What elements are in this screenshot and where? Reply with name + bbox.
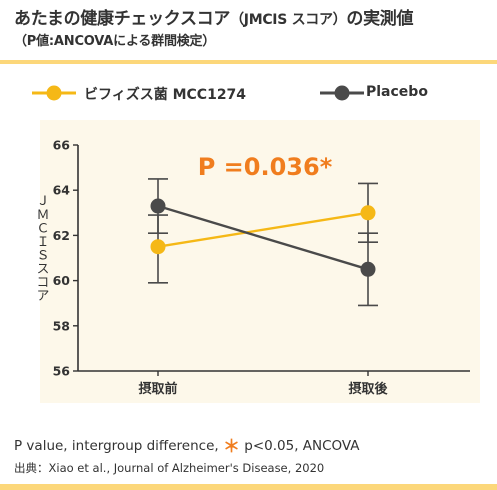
data-point-0-1: [360, 205, 376, 221]
y-tick-label: 58: [53, 318, 70, 333]
series-line-1: [157, 204, 369, 271]
y-tick-label: 64: [53, 183, 71, 198]
y-tick-label: 66: [53, 138, 71, 153]
title-paren: （JMCIS スコア）: [230, 12, 347, 28]
y-tick-label: 62: [53, 228, 70, 243]
footnote: P value, intergroup difference, ＊ p<0.05…: [14, 432, 360, 457]
top-accent-band: [0, 60, 497, 64]
bottom-accent-band: [0, 484, 497, 490]
data-point-1-0: [150, 198, 166, 214]
footnote-prefix: P value, intergroup difference,: [14, 438, 223, 454]
title-tail: の実測値: [346, 9, 414, 29]
source-citation: 出典：Xiao et al., Journal of Alzheimer's D…: [14, 461, 325, 475]
y-axis-label: ＪＭＣＩＳスコア: [34, 194, 49, 302]
y-tick-label: 60: [53, 273, 71, 288]
title-main: あたまの健康チェックスコア: [14, 9, 231, 29]
data-point-0-0: [150, 239, 166, 255]
legend-label-bifidobacterium: ビフィズス菌 MCC1274: [84, 87, 247, 103]
asterisk-icon: ＊: [222, 437, 240, 457]
x-tick-label: 摂取後: [348, 381, 388, 397]
legend-marker-placebo: [320, 85, 364, 101]
legend-marker-bifidobacterium: [32, 85, 76, 101]
data-point-1-1: [360, 261, 376, 277]
p-value-annotation: P =0.036*: [198, 153, 333, 181]
plot-background: [40, 120, 480, 403]
legend-item-placebo: Placebo: [318, 78, 468, 108]
x-tick-label: 摂取前: [138, 381, 177, 397]
footnote-suffix: p<0.05, ANCOVA: [239, 438, 360, 454]
legend-item-bifidobacterium: ビフィズス菌 MCC1274: [30, 78, 260, 108]
chart-title: あたまの健康チェックスコア（JMCIS スコア）の実測値: [14, 4, 413, 29]
legend-label-placebo: Placebo: [366, 84, 428, 100]
chart-subtitle: （P値:ANCOVAによる群間検定）: [14, 34, 216, 49]
y-tick-label: 56: [53, 364, 71, 379]
series-line-0: [157, 211, 369, 248]
